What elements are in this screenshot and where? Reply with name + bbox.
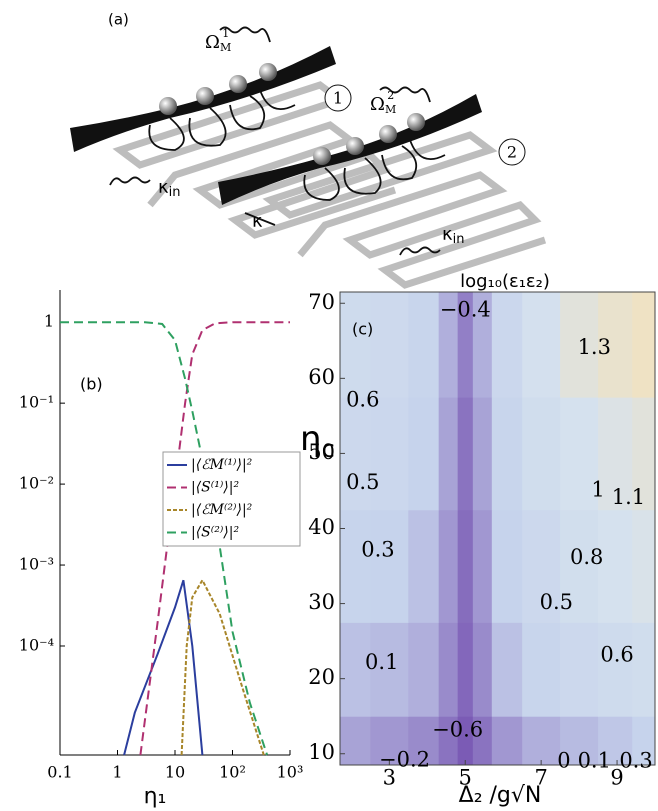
x-tick-label: 1	[112, 763, 122, 782]
contour-label: 0.5	[346, 470, 379, 494]
x-tick-label: 10	[165, 763, 185, 782]
contour-label: −0.6	[432, 718, 483, 742]
omega-sup: 2	[387, 89, 394, 102]
omega-label: ΩM1	[205, 27, 231, 54]
cell	[598, 622, 633, 716]
x-axis-label: Δ₂ /g√N	[459, 783, 542, 808]
cell	[439, 622, 458, 716]
y-tick-label: 40	[308, 515, 335, 539]
cell	[492, 397, 523, 510]
cell	[408, 510, 439, 623]
cell	[458, 622, 474, 716]
kappa: κ	[442, 224, 453, 245]
contour-label: 0.6	[346, 387, 379, 411]
contour-label: −0.2	[379, 748, 430, 772]
y-tick-label: 1	[44, 312, 54, 331]
legend-label: |⟨ℰM⁽²⁾⟩|²	[191, 502, 253, 518]
panel-a: (a) ΩM1 ΩM2 1 2 κin κ κin	[70, 11, 545, 286]
cell	[632, 622, 655, 716]
cell	[473, 397, 492, 510]
cell	[560, 622, 598, 716]
contour-label: 1	[591, 477, 604, 501]
y-label-main: η	[300, 419, 322, 459]
contour-label: 0.3	[361, 538, 394, 562]
omega-label: ΩM2	[370, 89, 396, 116]
contour-label: 0.1	[578, 748, 611, 772]
y-tick-label: 10⁻³	[19, 555, 54, 574]
cell	[492, 716, 523, 765]
y-tick-label: 10⁻¹	[19, 393, 54, 412]
cell	[439, 510, 458, 623]
contour-label: −0.4	[440, 297, 491, 321]
cell	[522, 622, 560, 716]
cell	[632, 292, 655, 398]
contour-label: 1.1	[612, 485, 645, 509]
contour-label: 0	[557, 748, 570, 772]
y-tick-label: 30	[308, 590, 335, 614]
cell	[473, 510, 492, 623]
legend-label: |⟨S⁽¹⁾⟩|²	[191, 480, 239, 496]
contour-label: 0.1	[365, 650, 398, 674]
y-tick-label: 10	[308, 740, 335, 764]
panel-label: (c)	[352, 320, 373, 339]
contour-label: 1.3	[578, 335, 611, 359]
legend-label: |⟨ℰM⁽¹⁾⟩|²	[191, 457, 253, 473]
cell	[340, 716, 371, 765]
contour-label: 0.5	[540, 590, 573, 614]
cell	[370, 510, 408, 623]
y-tick-label: 10⁻⁴	[19, 635, 54, 654]
node-label: 1	[333, 89, 343, 108]
cell	[492, 292, 523, 398]
comb-electrodes	[120, 85, 545, 285]
cell	[340, 510, 371, 623]
cell	[439, 397, 458, 510]
cell	[492, 622, 523, 716]
figure: (a) ΩM1 ΩM2 1 2 κin κ κin 110⁻¹10⁻²10⁻³1…	[0, 0, 658, 811]
cell	[522, 397, 560, 510]
y-label-sub: c	[322, 435, 335, 463]
omega-sup: 1	[222, 27, 229, 40]
cell	[370, 292, 408, 398]
node-label: 2	[507, 143, 517, 162]
kappa-sub: in	[453, 232, 465, 247]
omega-sub: M	[220, 41, 231, 54]
cell	[458, 510, 474, 623]
cell	[408, 397, 439, 510]
cell	[473, 622, 492, 716]
kappa: κ	[158, 177, 169, 198]
kappa: κ	[252, 211, 263, 232]
cell	[522, 292, 560, 398]
panel-label: (a)	[108, 11, 129, 29]
cell	[458, 397, 474, 510]
y-tick-label: 60	[308, 365, 335, 389]
omega-sub: M	[385, 103, 396, 116]
x-tick-label: 0.1	[47, 763, 72, 782]
omega: Ω	[205, 32, 220, 53]
cell	[340, 292, 371, 398]
contour-label: 0.3	[619, 748, 652, 772]
y-tick-label: 10⁻²	[19, 474, 54, 493]
legend-label: |⟨S⁽²⁾⟩|²	[191, 525, 239, 541]
x-tick-label: 10³	[277, 763, 304, 782]
chart-title: log₁₀(ε₁ε₂)	[460, 271, 550, 292]
x-tick-label: 10²	[219, 763, 246, 782]
cell	[522, 716, 560, 765]
cell	[408, 292, 439, 398]
panel-label: (b)	[80, 375, 103, 394]
y-tick-label: 20	[308, 665, 335, 689]
x-axis-label: η₁	[144, 784, 167, 809]
kappa-sub: in	[169, 185, 181, 200]
y-tick-label: 70	[308, 290, 335, 314]
y-axis-label: ηc	[300, 419, 335, 464]
omega: Ω	[370, 94, 385, 115]
contour-label: 0.6	[600, 643, 633, 667]
heatmap	[340, 292, 656, 766]
cell	[492, 510, 523, 623]
contour-label: 0.8	[570, 545, 603, 569]
series-line	[124, 580, 202, 755]
cell	[632, 510, 655, 623]
cell	[408, 622, 439, 716]
